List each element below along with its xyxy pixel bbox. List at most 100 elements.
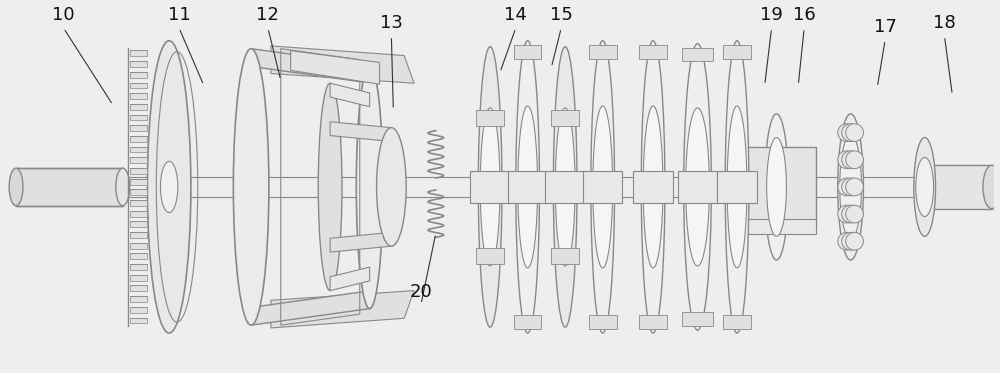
Ellipse shape bbox=[914, 138, 936, 236]
Bar bbox=[925, 165, 992, 209]
Polygon shape bbox=[251, 291, 370, 325]
Text: 16: 16 bbox=[793, 6, 816, 24]
Text: 20: 20 bbox=[410, 282, 432, 301]
Circle shape bbox=[842, 232, 860, 250]
Bar bbox=[737, 147, 816, 226]
Ellipse shape bbox=[147, 41, 191, 333]
Ellipse shape bbox=[684, 44, 711, 330]
Bar bbox=[16, 168, 123, 206]
Ellipse shape bbox=[983, 165, 1000, 209]
Bar bbox=[639, 45, 667, 59]
Ellipse shape bbox=[765, 114, 788, 260]
Polygon shape bbox=[271, 291, 414, 328]
Circle shape bbox=[838, 232, 856, 250]
Bar bbox=[717, 171, 757, 203]
Bar bbox=[514, 45, 541, 59]
Circle shape bbox=[846, 232, 863, 250]
Circle shape bbox=[846, 178, 863, 196]
Ellipse shape bbox=[516, 41, 540, 333]
Text: 13: 13 bbox=[380, 14, 403, 32]
Bar bbox=[130, 317, 147, 323]
Circle shape bbox=[846, 151, 863, 169]
Bar bbox=[470, 171, 510, 203]
Text: 11: 11 bbox=[168, 6, 190, 24]
Bar bbox=[130, 136, 147, 142]
Bar bbox=[476, 248, 504, 264]
Bar bbox=[130, 82, 147, 88]
Text: 15: 15 bbox=[550, 6, 573, 24]
Bar bbox=[639, 315, 667, 329]
Bar bbox=[476, 110, 504, 126]
Bar bbox=[130, 296, 147, 302]
Bar bbox=[130, 104, 147, 110]
Polygon shape bbox=[271, 46, 414, 83]
Polygon shape bbox=[330, 267, 370, 291]
Bar bbox=[723, 315, 751, 329]
Circle shape bbox=[838, 178, 856, 196]
Bar bbox=[130, 189, 147, 195]
Ellipse shape bbox=[480, 108, 500, 266]
Text: 10: 10 bbox=[52, 6, 75, 24]
Bar bbox=[130, 168, 147, 174]
Circle shape bbox=[838, 205, 856, 223]
Bar bbox=[130, 307, 147, 313]
Ellipse shape bbox=[641, 41, 665, 333]
Bar bbox=[130, 125, 147, 131]
Ellipse shape bbox=[838, 114, 863, 260]
Bar bbox=[130, 61, 147, 67]
Polygon shape bbox=[251, 48, 370, 83]
Polygon shape bbox=[330, 122, 391, 141]
Bar bbox=[130, 211, 147, 217]
Ellipse shape bbox=[916, 157, 934, 217]
Bar bbox=[633, 171, 673, 203]
Ellipse shape bbox=[555, 108, 575, 266]
Bar bbox=[130, 232, 147, 238]
Circle shape bbox=[842, 178, 860, 196]
Bar bbox=[130, 275, 147, 280]
Bar bbox=[682, 312, 713, 326]
Circle shape bbox=[842, 205, 860, 223]
Bar bbox=[508, 171, 547, 203]
Bar bbox=[551, 248, 579, 264]
Bar bbox=[130, 115, 147, 120]
Bar bbox=[583, 171, 622, 203]
Bar bbox=[130, 243, 147, 249]
Ellipse shape bbox=[356, 65, 383, 308]
Polygon shape bbox=[330, 232, 391, 252]
Ellipse shape bbox=[377, 128, 406, 246]
Ellipse shape bbox=[840, 135, 861, 239]
Text: 18: 18 bbox=[933, 14, 956, 32]
Bar bbox=[130, 72, 147, 78]
Bar bbox=[678, 171, 717, 203]
Bar bbox=[130, 221, 147, 227]
Ellipse shape bbox=[553, 47, 577, 327]
Bar bbox=[130, 285, 147, 291]
Bar bbox=[130, 157, 147, 163]
Circle shape bbox=[838, 151, 856, 169]
Bar bbox=[551, 110, 579, 126]
Circle shape bbox=[842, 151, 860, 169]
Bar bbox=[130, 200, 147, 206]
Bar bbox=[737, 219, 816, 234]
Bar bbox=[723, 45, 751, 59]
Circle shape bbox=[842, 124, 860, 141]
Bar bbox=[130, 50, 147, 56]
Ellipse shape bbox=[233, 48, 269, 325]
Ellipse shape bbox=[727, 106, 747, 268]
Bar bbox=[130, 264, 147, 270]
Bar bbox=[130, 93, 147, 99]
Bar bbox=[514, 315, 541, 329]
Text: 19: 19 bbox=[760, 6, 783, 24]
Bar bbox=[682, 48, 713, 62]
Circle shape bbox=[838, 124, 856, 141]
Text: 17: 17 bbox=[874, 18, 897, 36]
Ellipse shape bbox=[9, 168, 23, 206]
Ellipse shape bbox=[593, 106, 613, 268]
Bar bbox=[130, 147, 147, 153]
Ellipse shape bbox=[160, 162, 178, 213]
Ellipse shape bbox=[518, 106, 538, 268]
Text: 12: 12 bbox=[256, 6, 279, 24]
Ellipse shape bbox=[116, 168, 130, 206]
Ellipse shape bbox=[591, 41, 615, 333]
Ellipse shape bbox=[478, 47, 502, 327]
